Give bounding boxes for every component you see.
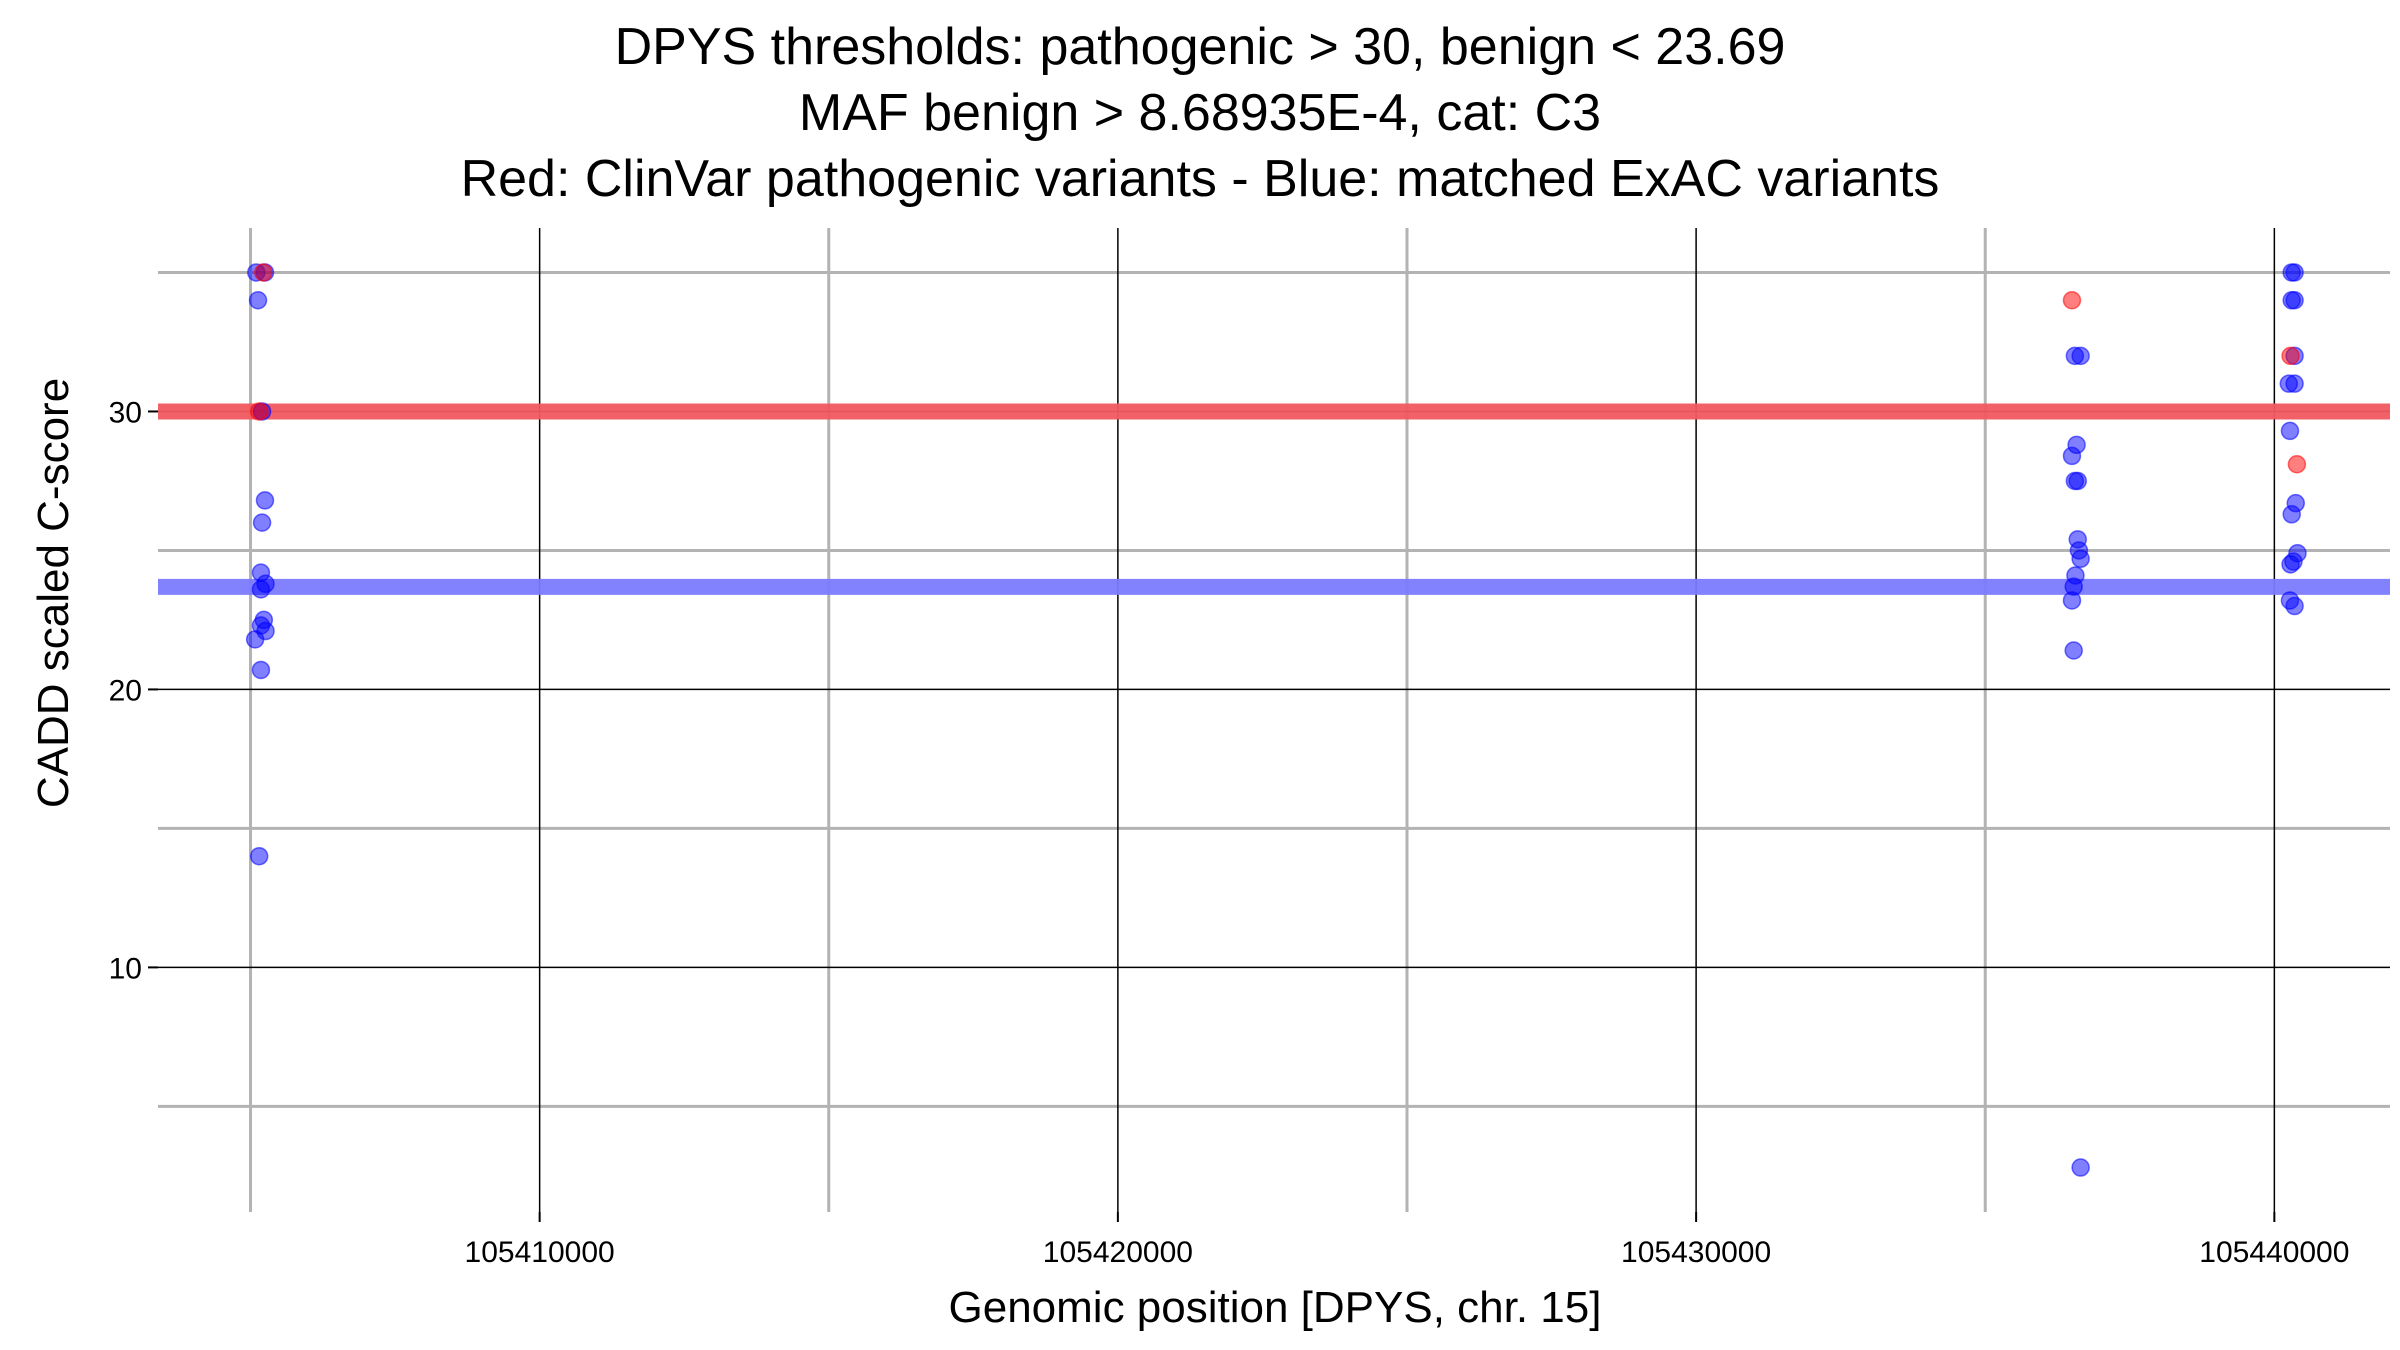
chart-title-line-3: Red: ClinVar pathogenic variants - Blue:…: [460, 150, 1940, 208]
x-axis: 105410000 105420000 105430000 105440000: [465, 1212, 2349, 1269]
data-point: [2064, 641, 2083, 660]
chart-title-line-2: MAF benign > 8.68935E-4, cat: C3: [798, 84, 1602, 142]
x-tick-label: 105440000: [2199, 1236, 2349, 1269]
data-point: [2285, 291, 2304, 310]
y-axis: 10 20 30: [109, 396, 158, 985]
data-point: [248, 291, 268, 310]
chart-title: DPYS thresholds: pathogenic > 30, benign…: [0, 14, 2400, 212]
data-point: [252, 513, 272, 532]
data-point: [2062, 591, 2082, 610]
threshold-lines: [158, 403, 2390, 595]
data-point: [2282, 505, 2301, 524]
x-tick-label: 105410000: [465, 1236, 615, 1269]
data-point: [251, 580, 271, 599]
data-point: [2071, 1158, 2090, 1177]
data-point: [2071, 549, 2090, 569]
y-tick-label: 10: [109, 952, 142, 985]
major-grid: [158, 228, 2390, 1212]
data-point: [253, 263, 273, 282]
data-point: [249, 402, 269, 421]
data-point: [2071, 346, 2090, 366]
data-point: [251, 660, 271, 680]
y-tick-label: 20: [109, 674, 142, 707]
data-point: [2284, 552, 2303, 571]
data-point: [255, 491, 275, 510]
x-axis-title: Genomic position [DPYS, chr. 15]: [949, 1283, 1602, 1332]
data-point: [2062, 446, 2082, 466]
minor-grid: [158, 228, 2390, 1212]
data-point: [2285, 596, 2304, 616]
chart-title-line-1: DPYS thresholds: pathogenic > 30, benign…: [614, 18, 1786, 76]
data-point: [2280, 421, 2300, 441]
data-point: [2281, 346, 2300, 366]
data-point: [2285, 374, 2304, 393]
data-point: [2285, 263, 2304, 282]
data-point: [2062, 291, 2082, 310]
data-points: [245, 263, 2307, 1177]
data-point: [2287, 455, 2307, 474]
x-tick-label: 105430000: [1621, 1236, 1771, 1269]
data-point: [249, 846, 269, 866]
y-tick-label: 30: [109, 396, 142, 429]
data-point: [245, 630, 265, 649]
data-point: [2068, 471, 2088, 491]
x-tick-label: 105420000: [1043, 1236, 1193, 1269]
y-axis-title: CADD scaled C-score: [29, 378, 78, 808]
